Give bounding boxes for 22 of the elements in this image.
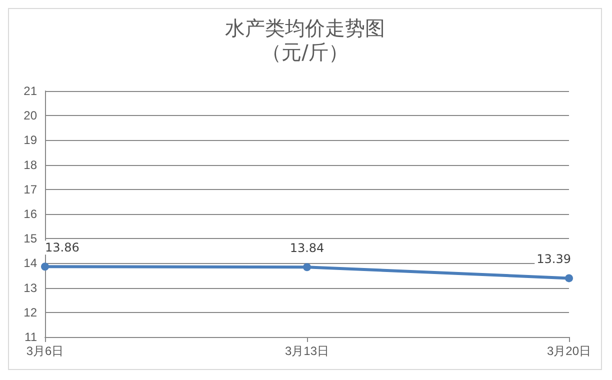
point [303,263,311,272]
y-tick-label: 15 [24,232,38,246]
chart-title: 水产类均价走势图 [225,16,385,40]
y-tick-label: 20 [24,108,38,123]
x-tick-label: 3月13日 [284,344,330,358]
data-label: 13.86 [45,240,80,255]
point [565,274,573,282]
y-tick-label: 18 [24,158,38,172]
x-tick-label: 3月6日 [26,344,64,358]
point [41,262,49,271]
y-tick-label: 19 [24,133,38,148]
data-label: 13.39 [536,252,571,266]
y-tick-label: 11 [24,330,38,344]
y-tick-label: 13 [24,280,38,295]
y-tick-label: 12 [24,305,38,320]
chart-subtitle: （元/斤） [262,40,348,64]
y-tick-label: 16 [24,207,38,221]
data-label: 13.84 [290,241,324,256]
y-tick-label: 17 [24,182,38,196]
y-tick-label: 14 [24,256,38,270]
y-tick-label: 21 [24,84,38,98]
x-tick-label: 3月20日 [546,344,592,358]
